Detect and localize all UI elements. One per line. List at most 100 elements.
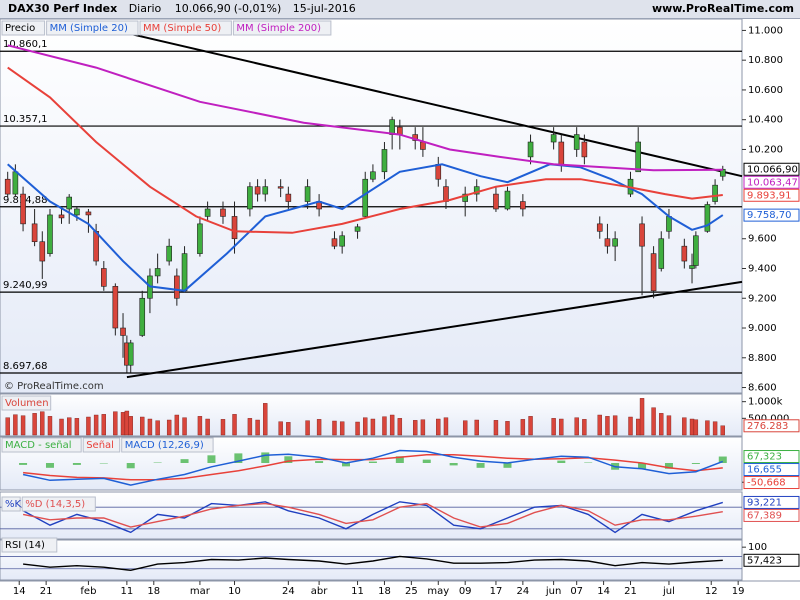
volume-bar — [305, 420, 310, 436]
y-tick-label: 8.600 — [748, 383, 777, 394]
histogram-bar — [691, 463, 700, 464]
volume-bar — [332, 420, 337, 436]
histogram-bar — [395, 456, 404, 463]
volume-bar — [263, 403, 268, 436]
volume-bar — [493, 420, 499, 436]
x-tick-label: 21 — [624, 586, 637, 597]
histogram-bar — [422, 459, 431, 463]
moving-average — [7, 66, 723, 234]
period: Diario — [128, 2, 162, 15]
histogram-bar — [718, 456, 727, 463]
value-box — [743, 553, 800, 567]
candle-body — [220, 208, 226, 217]
histogram-bar — [180, 459, 189, 463]
candle-body — [504, 190, 511, 210]
value-box — [743, 508, 800, 522]
volume-bar — [47, 416, 53, 436]
value-box — [743, 476, 800, 490]
candle-body — [166, 245, 172, 262]
volume-bar — [255, 419, 260, 436]
candle-body — [127, 342, 134, 366]
level-label: 10.357,1 — [3, 114, 48, 125]
volume-bar — [113, 411, 118, 436]
y-tick-label: 100 — [748, 542, 767, 553]
level-label: 9.240,99 — [3, 280, 48, 291]
volume-bar — [339, 421, 345, 436]
x-tick-label: may — [427, 586, 449, 597]
volume-bar — [13, 414, 18, 436]
volume-bar — [639, 398, 645, 436]
legend-box — [1, 20, 46, 36]
volume-bar — [316, 419, 322, 436]
legend-label: Precio — [5, 23, 35, 34]
candle-body — [112, 286, 119, 329]
volume-bar — [59, 418, 64, 436]
histogram-bar — [72, 463, 81, 465]
volume-bar — [93, 414, 99, 436]
value-box — [743, 419, 800, 433]
volume-bar — [247, 418, 253, 436]
legend-box — [21, 496, 96, 512]
value-label: -50,668 — [747, 478, 786, 489]
candle-body — [120, 327, 126, 336]
candle-body — [550, 134, 557, 143]
legend-box — [139, 20, 232, 36]
legend-label: %D (14,3,5) — [25, 499, 85, 510]
y-tick-label: 10.600 — [748, 85, 783, 96]
candle-body — [362, 178, 369, 217]
volume-bar — [705, 420, 710, 436]
volume-bar — [278, 421, 283, 436]
candle-body — [93, 230, 99, 262]
candle-body — [473, 186, 480, 195]
candle-body — [389, 119, 395, 135]
candle-body — [712, 184, 718, 202]
value-box — [743, 188, 800, 202]
x-tick-label: 24 — [516, 586, 529, 597]
volume-bar — [5, 417, 10, 436]
legend-label: RSI (14) — [5, 540, 45, 551]
volume-bar — [612, 415, 618, 436]
candle-body — [704, 204, 711, 232]
volume-bar — [597, 414, 602, 436]
value-label: 276.283 — [747, 421, 788, 432]
candle-body — [174, 275, 180, 299]
volume-bar — [74, 418, 80, 436]
candle-body — [277, 186, 284, 189]
source[interactable]: www.ProRealTime.com — [651, 2, 794, 15]
candle-body — [443, 186, 449, 202]
volume-bar — [120, 412, 126, 436]
rsi-panel — [0, 539, 743, 581]
header: DAX30 Perf Index Diario 10.066,90 (-0,01%… — [0, 0, 800, 19]
volume-bar — [370, 418, 376, 436]
candle-body — [339, 235, 345, 247]
histogram-bar — [19, 463, 28, 465]
moving-average — [7, 163, 724, 292]
candle-body — [573, 134, 580, 150]
candle-body — [154, 268, 161, 277]
volume-bar — [197, 416, 203, 436]
volume-bar — [40, 411, 45, 436]
volume-bar — [436, 418, 441, 436]
volume-bar — [520, 419, 526, 436]
candle-body — [139, 297, 146, 336]
candle-body — [520, 201, 526, 210]
volume-bar — [101, 414, 107, 436]
candle-body — [381, 149, 388, 173]
volume-bar — [389, 414, 395, 436]
x-tick-label: 09 — [459, 586, 472, 597]
x-tick-label: 11 — [121, 586, 134, 597]
histogram-bar — [261, 452, 270, 463]
value-label: 16,655 — [747, 465, 782, 476]
volume-bar — [174, 414, 180, 436]
y-tick-label: 10.400 — [748, 115, 783, 126]
histogram-bar — [368, 461, 377, 463]
x-tick-label: feb — [80, 586, 96, 597]
x-tick-label: 12 — [705, 586, 718, 597]
histogram-bar — [638, 463, 647, 469]
candle-body — [493, 193, 499, 210]
candle-body — [558, 141, 565, 165]
candle-body — [231, 216, 238, 240]
candle-body — [527, 141, 534, 158]
candle-body — [58, 214, 65, 219]
indicator-line — [22, 502, 723, 528]
